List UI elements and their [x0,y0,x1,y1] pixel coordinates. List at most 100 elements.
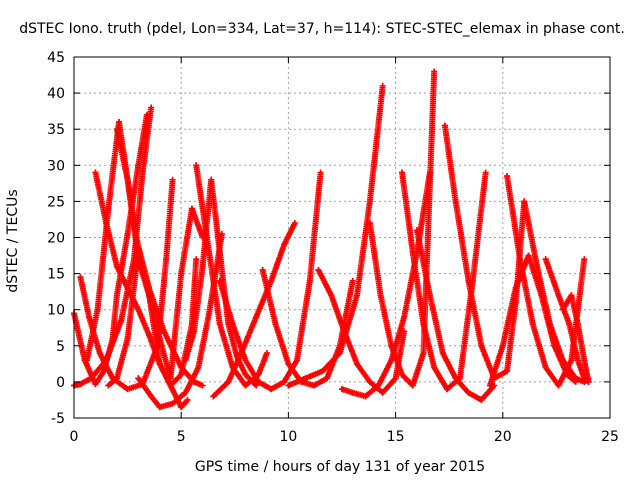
data-point [420,321,427,328]
data-point [293,357,300,364]
data-point [559,306,566,313]
data-point [465,277,472,284]
data-point [572,375,579,382]
data-point [392,375,399,382]
data-point [478,396,485,403]
data-point [96,350,103,357]
data-series [366,68,438,389]
y-tick-label: 10 [47,303,65,319]
data-point [195,364,202,371]
data-point [193,256,200,263]
data-point [529,321,536,328]
data-point [542,364,549,371]
data-point [146,331,153,338]
data-point [94,306,101,313]
x-tick-label: 10 [279,429,297,445]
data-point [354,292,361,299]
data-point [465,389,472,396]
data-point [486,382,493,389]
x-tick-label: 5 [177,429,186,445]
data-series [315,266,408,396]
data-point [426,292,433,299]
data-point [216,277,223,284]
data-point [478,342,485,349]
data-series [559,292,592,385]
data-point [188,205,195,212]
data-point [291,220,298,227]
data-point [105,382,112,389]
data-point [92,381,99,388]
data-point [388,342,395,349]
data-series [504,173,588,389]
data-point [354,360,361,367]
data-point [585,378,592,385]
data-point [105,205,112,212]
data-point [431,364,438,371]
x-tick-label: 0 [70,429,79,445]
data-series [542,256,592,385]
data-point [242,371,249,378]
data-point [328,292,335,299]
data-point [135,256,142,263]
data-point [242,357,249,364]
data-point [366,378,373,385]
data-point [375,382,382,389]
data-point [568,292,575,299]
data-point [146,292,153,299]
data-series [285,82,386,389]
data-point [341,328,348,335]
data-point [339,386,345,393]
data-point [559,357,566,364]
x-tick-label: 15 [387,429,405,445]
y-tick-label: 30 [47,158,65,174]
data-point [193,162,200,169]
data-point [409,382,416,389]
data-point [525,252,532,259]
y-tick-label: 15 [47,267,65,283]
data-point [516,256,523,263]
data-point [216,248,223,255]
data-point [317,169,324,176]
data-point [441,122,448,129]
data-point [362,393,369,400]
data-point [444,386,451,393]
data-point [184,396,191,403]
data-point [379,82,386,89]
data-point [281,378,288,385]
data-point [148,104,155,111]
data-point [302,375,309,382]
data-point [285,360,292,367]
data-series [441,122,528,382]
data-point [504,368,511,375]
data-point [420,350,427,357]
data-point [77,274,84,281]
data-series [113,126,191,411]
data-point [499,342,506,349]
data-point [521,198,528,205]
data-point [124,386,131,393]
data-point [366,220,373,227]
data-point [306,277,313,284]
data-point [225,378,232,385]
data-point [139,169,146,176]
data-point [210,393,217,400]
data-point [311,382,318,389]
data-point [199,263,206,270]
data-point [268,386,275,393]
data-series [399,169,489,393]
data-point [113,375,120,382]
data-point [399,169,406,176]
data-point [148,393,155,400]
data-point [534,263,541,270]
data-point [263,350,270,357]
data-point [203,234,210,241]
data-point [167,382,174,389]
data-point [163,256,170,263]
data-point [388,357,395,364]
data-point [581,256,588,263]
data-point [169,400,176,407]
data-point [379,389,386,396]
data-point [259,266,266,273]
